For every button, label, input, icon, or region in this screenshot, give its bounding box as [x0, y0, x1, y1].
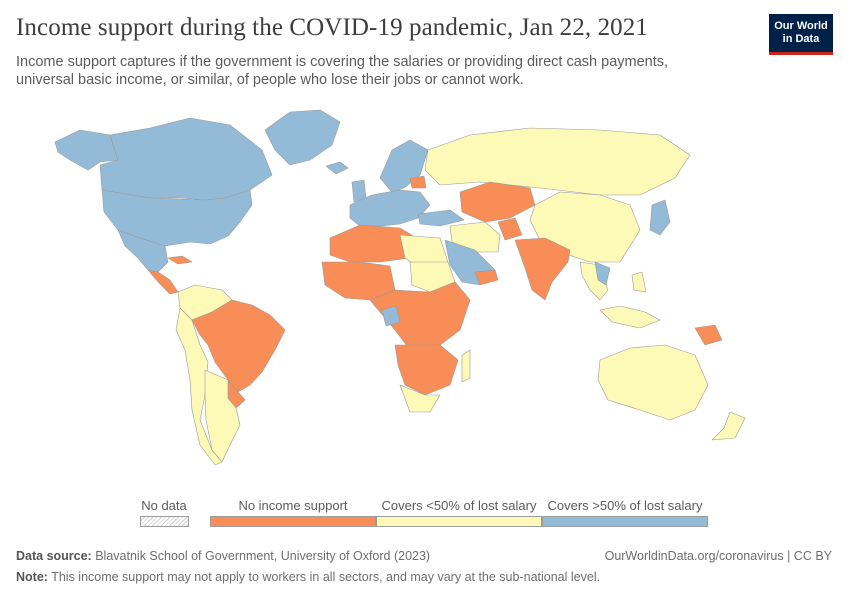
source-text: Blavatnik School of Government, Universi…	[95, 549, 431, 563]
logo-line-1: Our World	[774, 20, 828, 32]
note-label: Note:	[16, 570, 48, 584]
legend-label-over-50: Covers >50% of lost salary	[547, 498, 703, 513]
region-yemen-oman[interactable]	[474, 269, 499, 286]
region-alaska[interactable]	[54, 129, 119, 171]
chart-title: Income support during the COVID-19 pande…	[16, 14, 648, 41]
footer-url[interactable]: OurWorldinData.org/coronavirus | CC BY	[604, 549, 832, 563]
owid-logo[interactable]: Our World in Data	[769, 14, 833, 55]
region-greenland[interactable]	[264, 109, 341, 166]
region-brazil[interactable]	[191, 299, 286, 393]
region-india[interactable]	[514, 237, 571, 301]
region-belarus[interactable]	[409, 175, 427, 189]
legend-label-no-support: No income support	[238, 498, 348, 513]
region-southern-africa[interactable]	[394, 344, 459, 396]
region-russia[interactable]	[424, 127, 691, 196]
region-indonesia[interactable]	[599, 305, 661, 329]
legend-swatch-no-data[interactable]	[140, 516, 189, 527]
map-regions	[54, 109, 746, 466]
chart-subtitle: Income support captures if the governmen…	[16, 54, 669, 88]
source-label: Data source:	[16, 549, 92, 563]
region-iran-region[interactable]	[449, 221, 501, 253]
footer-source: Data source: Blavatnik School of Governm…	[16, 549, 430, 563]
region-new-zealand[interactable]	[711, 411, 746, 441]
region-australia[interactable]	[597, 344, 709, 421]
region-papua-new-guinea[interactable]	[694, 324, 723, 346]
world-map	[54, 109, 746, 466]
region-cuba[interactable]	[167, 255, 193, 265]
region-gabon-congo[interactable]	[381, 305, 401, 327]
region-madagascar[interactable]	[461, 349, 471, 383]
legend-label-no-data: No data	[141, 498, 187, 513]
region-south-africa[interactable]	[399, 384, 441, 413]
footer-note: Note: This income support may not apply …	[16, 570, 600, 584]
legend-swatch-no-support[interactable]	[210, 516, 376, 527]
legend-swatch-over-50[interactable]	[542, 516, 708, 527]
region-turkey[interactable]	[417, 209, 465, 227]
region-central-america[interactable]	[147, 269, 179, 295]
region-central-africa[interactable]	[369, 281, 471, 351]
legend-label-under-50: Covers <50% of lost salary	[381, 498, 537, 513]
region-philippines[interactable]	[631, 271, 647, 293]
region-western-europe[interactable]	[349, 189, 431, 227]
legend-swatch-under-50[interactable]	[376, 516, 542, 527]
region-japan[interactable]	[649, 199, 671, 236]
region-afghanistan[interactable]	[497, 217, 523, 241]
logo-line-2: in Data	[782, 33, 820, 45]
region-vietnam[interactable]	[594, 261, 611, 286]
region-iceland[interactable]	[325, 161, 349, 175]
region-argentina[interactable]	[204, 369, 241, 463]
region-canada[interactable]	[99, 117, 273, 201]
note-text: This income support may not apply to wor…	[51, 570, 601, 584]
region-central-asia[interactable]	[459, 181, 536, 223]
